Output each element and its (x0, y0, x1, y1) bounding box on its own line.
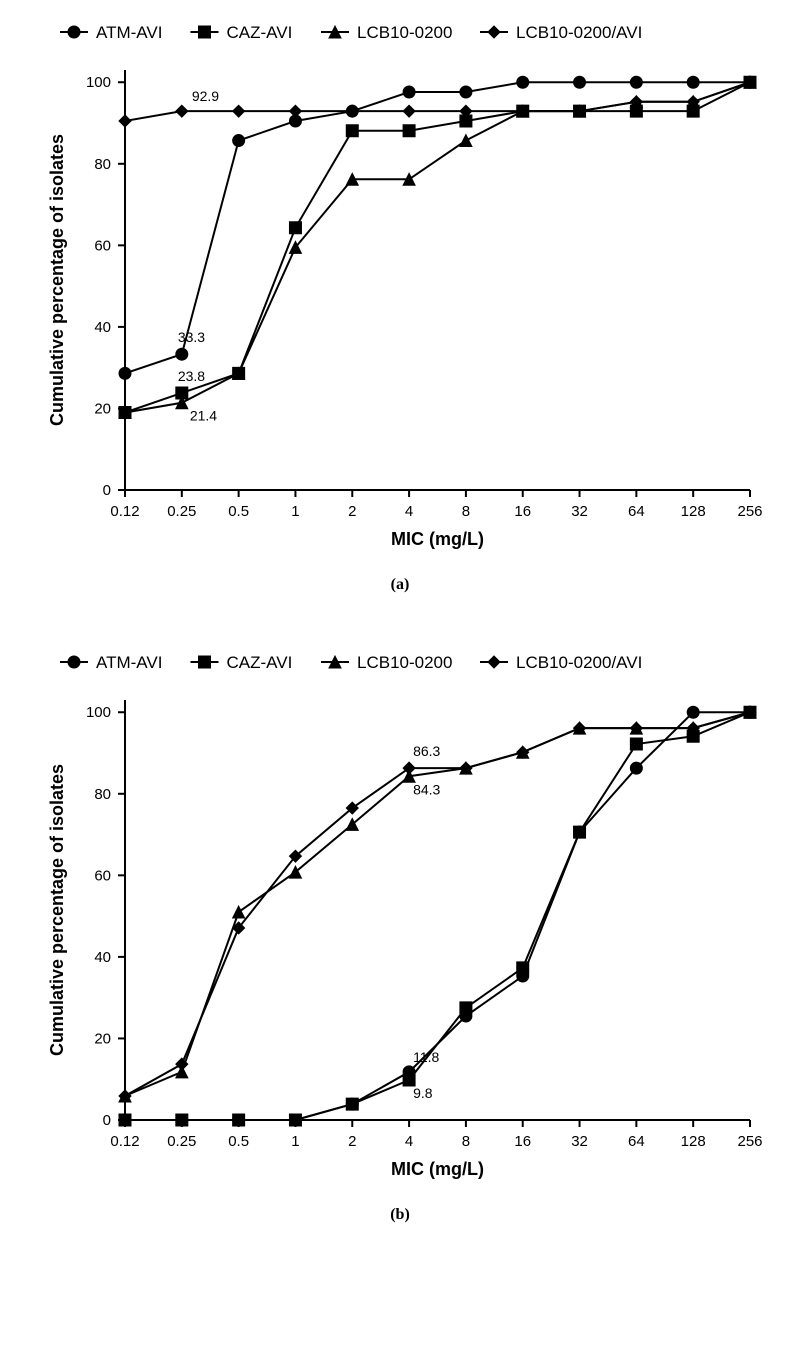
svg-text:86.3: 86.3 (413, 743, 440, 759)
svg-text:84.3: 84.3 (413, 781, 440, 797)
svg-text:8: 8 (462, 503, 470, 520)
svg-text:92.9: 92.9 (192, 88, 219, 104)
chart-a-container: 0.12 0.25 0.5 1 2 4 8 16 32 64 128 256 MIC (mg/L) 0 20… (0, 0, 800, 630)
svg-text:0.25: 0.25 (167, 1133, 196, 1150)
svg-text:128: 128 (681, 503, 706, 520)
svg-text:60: 60 (94, 867, 111, 884)
svg-text:LCB10-0200/AVI: LCB10-0200/AVI (516, 653, 642, 672)
svg-text:4: 4 (405, 1133, 413, 1150)
svg-text:23.8: 23.8 (178, 368, 205, 384)
svg-text:0.5: 0.5 (228, 503, 249, 520)
svg-text:Cumulative percentage of isola: Cumulative percentage of isolates (47, 764, 67, 1056)
svg-text:128: 128 (681, 1133, 706, 1150)
svg-text:60: 60 (94, 237, 111, 254)
chart-b-svg: 0.12 0.25 0.5 1 2 4 8 16 32 64 128 256 MIC (mg/L) 0 20… (30, 640, 770, 1200)
svg-text:CAZ-AVI: CAZ-AVI (227, 23, 293, 42)
svg-text:CAZ-AVI: CAZ-AVI (227, 653, 293, 672)
svg-text:1: 1 (291, 503, 299, 520)
svg-text:2: 2 (348, 1133, 356, 1150)
svg-text:20: 20 (94, 1030, 111, 1047)
svg-text:33.3: 33.3 (178, 329, 205, 345)
svg-text:LCB10-0200/AVI: LCB10-0200/AVI (516, 23, 642, 42)
svg-text:32: 32 (571, 503, 588, 520)
svg-text:LCB10-0200: LCB10-0200 (357, 653, 452, 672)
svg-text:MIC (mg/L): MIC (mg/L) (391, 1159, 484, 1179)
svg-text:64: 64 (628, 503, 645, 520)
svg-text:Cumulative percentage of isola: Cumulative percentage of isolates (47, 134, 67, 426)
svg-text:11.8: 11.8 (413, 1049, 439, 1065)
svg-text:32: 32 (571, 1133, 588, 1150)
chart-a-svg: 0.12 0.25 0.5 1 2 4 8 16 32 64 128 256 MIC (mg/L) 0 20… (30, 10, 770, 570)
svg-text:16: 16 (514, 503, 531, 520)
svg-text:0.25: 0.25 (167, 503, 196, 520)
svg-text:ATM-AVI: ATM-AVI (96, 23, 162, 42)
svg-text:64: 64 (628, 1133, 645, 1150)
svg-text:8: 8 (462, 1133, 470, 1150)
svg-text:0: 0 (103, 482, 111, 499)
svg-text:21.4: 21.4 (190, 408, 217, 424)
svg-text:4: 4 (405, 503, 413, 520)
chart-a-subcaption: (a) (30, 576, 770, 594)
svg-text:ATM-AVI: ATM-AVI (96, 653, 162, 672)
svg-text:9.8: 9.8 (413, 1085, 433, 1101)
svg-text:100: 100 (86, 74, 111, 91)
svg-text:40: 40 (94, 319, 111, 336)
svg-text:80: 80 (94, 156, 111, 173)
svg-text:256: 256 (737, 1133, 762, 1150)
svg-text:MIC (mg/L): MIC (mg/L) (391, 529, 484, 549)
svg-text:80: 80 (94, 786, 111, 803)
svg-text:1: 1 (291, 1133, 299, 1150)
svg-text:20: 20 (94, 400, 111, 417)
svg-text:16: 16 (514, 1133, 531, 1150)
svg-text:2: 2 (348, 503, 356, 520)
svg-text:LCB10-0200: LCB10-0200 (357, 23, 452, 42)
chart-b-container: 0.12 0.25 0.5 1 2 4 8 16 32 64 128 256 MIC (mg/L) 0 20… (0, 630, 800, 1260)
svg-text:40: 40 (94, 949, 111, 966)
svg-text:0.12: 0.12 (110, 503, 139, 520)
svg-text:256: 256 (737, 503, 762, 520)
chart-b-subcaption: (b) (30, 1206, 770, 1224)
svg-text:0: 0 (103, 1112, 111, 1129)
svg-text:100: 100 (86, 704, 111, 721)
svg-text:0.12: 0.12 (110, 1133, 139, 1150)
svg-text:0.5: 0.5 (228, 1133, 249, 1150)
